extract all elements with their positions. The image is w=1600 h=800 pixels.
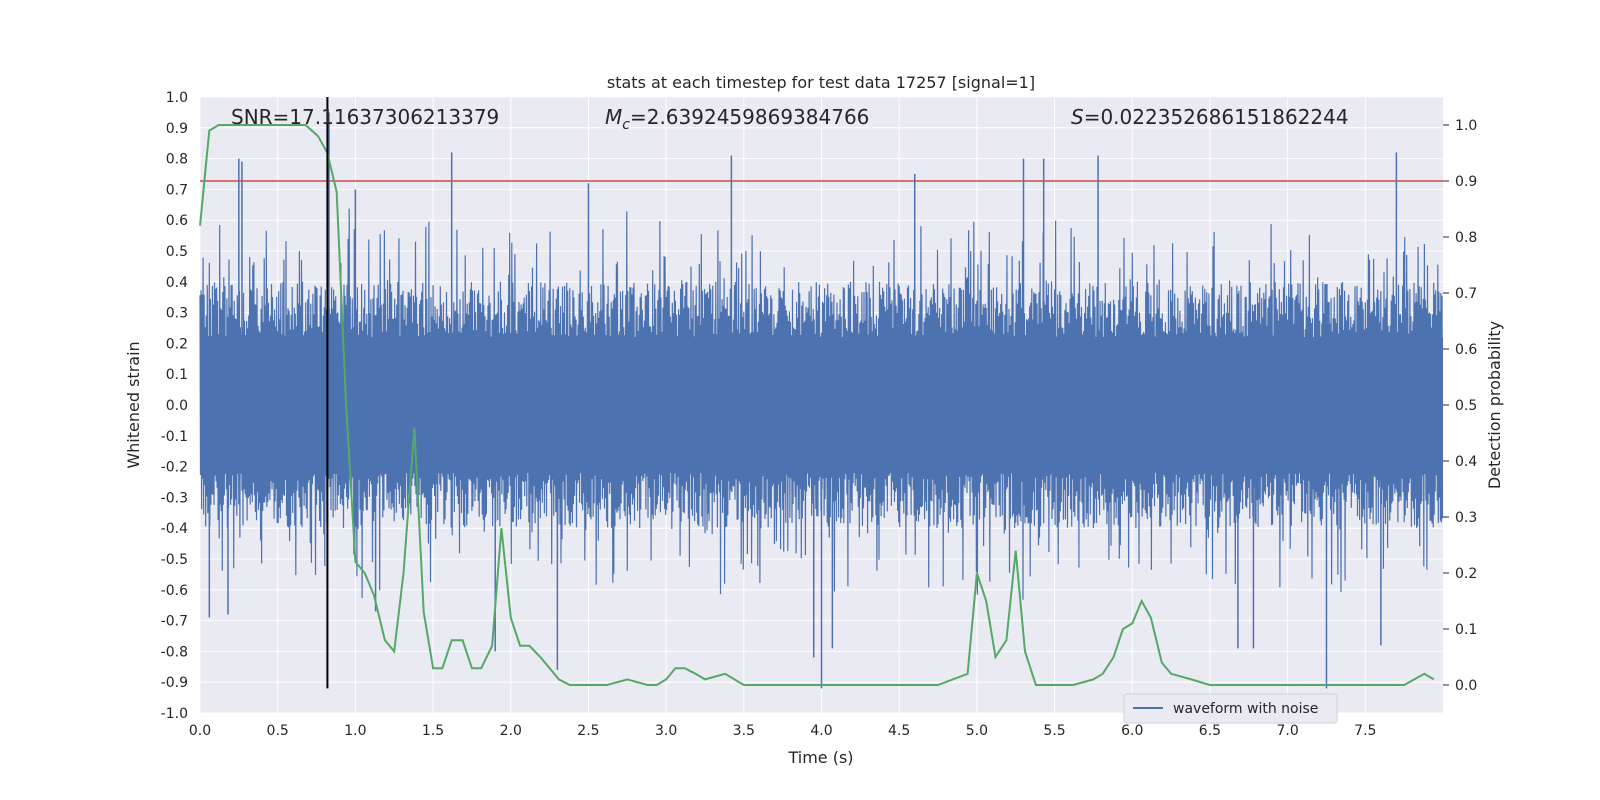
y-right-tick-label: 0.1 [1455, 622, 1477, 638]
x-tick-label: 2.0 [500, 723, 522, 739]
y-right-tick-label: 0.8 [1455, 230, 1477, 246]
y-tick-label: -0.7 [161, 614, 188, 630]
y-tick-label: 0.9 [166, 121, 188, 137]
y-tick-label: -1.0 [161, 706, 188, 722]
x-tick-label: 4.5 [888, 723, 910, 739]
y-tick-label: -0.8 [161, 644, 188, 660]
waveform-series [199, 97, 1444, 689]
x-axis-label: Time (s) [787, 748, 853, 767]
y-tick-label: 1.0 [166, 90, 188, 106]
y-tick-label: -0.1 [161, 429, 188, 445]
y-tick-label: 0.1 [166, 367, 188, 383]
x-tick-label: 6.5 [1199, 723, 1221, 739]
y-right-tick-label: 0.4 [1455, 454, 1477, 470]
x-tick-label: 3.0 [655, 723, 677, 739]
x-tick-label: 0.5 [267, 723, 289, 739]
y-right-tick-label: 1.0 [1455, 118, 1477, 134]
y-tick-label: 0.7 [166, 182, 188, 198]
x-tick-label: 5.0 [966, 723, 988, 739]
y-right-tick-label: 0.5 [1455, 398, 1477, 414]
y-tick-label: -0.4 [161, 521, 188, 537]
y-right-tick-label: 0.7 [1455, 286, 1477, 302]
probability-line [199, 124, 1435, 686]
y-tick-label: -0.9 [161, 675, 188, 691]
y-tick-label: 0.5 [166, 244, 188, 260]
y-axis-label: Whitened strain [124, 341, 143, 468]
x-tick-label: 2.5 [577, 723, 599, 739]
snr-annotation: SNR=17.11637306213379 [231, 105, 499, 129]
chirp-mass-value: =2.6392459869384766 [630, 105, 869, 129]
chart-title: stats at each timestep for test data 172… [607, 73, 1035, 92]
y-tick-label: 0.0 [166, 398, 188, 414]
y-axis-right-label: Detection probability [1485, 321, 1504, 489]
x-tick-label: 1.5 [422, 723, 444, 739]
x-tick-label: 6.0 [1121, 723, 1143, 739]
y-right-tick-label: 0.9 [1455, 174, 1477, 190]
y-tick-label: 0.4 [166, 275, 188, 291]
y-right-tick-label: 0.3 [1455, 510, 1477, 526]
chirp-mass-annotation: Mc=2.6392459869384766 [605, 105, 869, 133]
x-tick-label: 4.0 [810, 723, 832, 739]
y-right-tick-labels: 0.0 0.1 0.2 0.3 0.4 0.5 0.6 0.7 0.8 0.9 1.0 [1443, 118, 1477, 694]
legend: waveform with noise [1123, 693, 1338, 724]
y-tick-label: 0.8 [166, 152, 188, 168]
overlay [199, 97, 1443, 689]
y-tick-label: -0.6 [161, 583, 188, 599]
s-annotation: S=0.022352686151862244 [1071, 105, 1349, 129]
y-tick-label: -0.3 [161, 490, 188, 506]
y-tick-label: -0.5 [161, 552, 188, 568]
y-right-tick-label: 0.0 [1455, 678, 1477, 694]
legend-entry: waveform with noise [1173, 701, 1318, 717]
x-tick-label: 1.0 [344, 723, 366, 739]
y-tick-labels: -1.0 -0.9 -0.8 -0.7 -0.6 -0.5 -0.4 -0.3 -0.2 -0.1… [161, 90, 188, 722]
chirp-mass-symbol: M [605, 105, 622, 129]
legend-box [1123, 693, 1338, 724]
y-right-tick-label: 0.2 [1455, 566, 1477, 582]
y-tick-label: 0.3 [166, 306, 188, 322]
s-symbol: S [1071, 105, 1084, 129]
y-tick-label: 0.6 [166, 213, 188, 229]
x-tick-label: 5.5 [1043, 723, 1065, 739]
x-tick-label: 7.0 [1276, 723, 1298, 739]
x-tick-label: 0.0 [189, 723, 211, 739]
y-right-tick-label: 0.6 [1455, 342, 1477, 358]
s-value: =0.022352686151862244 [1084, 105, 1349, 129]
x-tick-labels: 0.0 0.5 1.0 1.5 2.0 2.5 3.0 3.5 4.0 4.5 5.0 5.5 6.0 6… [189, 723, 1377, 739]
y-tick-label: -0.2 [161, 460, 188, 476]
x-tick-label: 3.5 [733, 723, 755, 739]
chirp-mass-subscript: c [622, 117, 630, 133]
x-tick-label: 7.5 [1354, 723, 1376, 739]
y-tick-label: 0.2 [166, 336, 188, 352]
